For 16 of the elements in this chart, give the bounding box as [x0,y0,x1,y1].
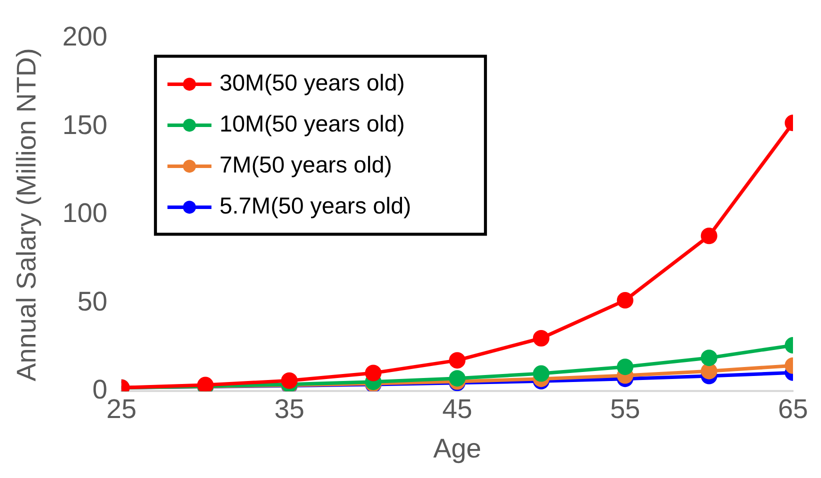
legend-label: 7M(50 years old) [219,152,392,178]
x-tick-label: 55 [610,394,640,424]
x-tick-label: 45 [442,394,472,424]
x-tick-label: 25 [106,394,136,424]
x-tick-label: 35 [274,394,304,424]
y-axis-title: Annual Salary (Million NTD) [12,48,42,382]
y-tick-label: 200 [62,22,108,52]
legend-label: 10M(50 years old) [219,110,405,137]
x-axis-title: Age [433,433,482,464]
legend-label: 5.7M(50 years old) [219,192,412,219]
y-tick-label: 150 [62,110,108,140]
y-tick-label: 100 [62,198,108,228]
y-tick-label: 0 [92,374,108,405]
y-tick-label: 50 [77,286,108,316]
x-tick-label: 65 [778,394,808,424]
legend-label: 30M(50 years old) [219,70,405,96]
